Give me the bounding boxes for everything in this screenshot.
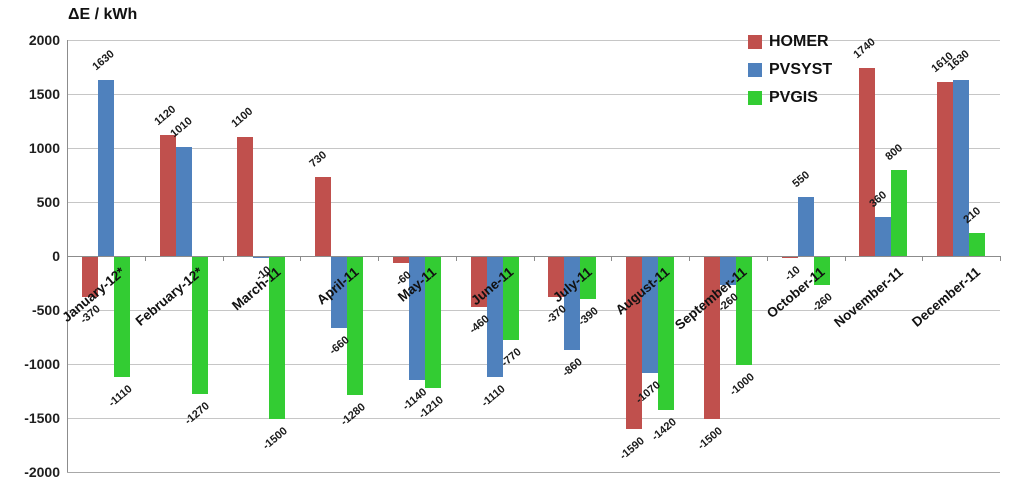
x-axis-tick bbox=[611, 256, 613, 261]
bar-pvgis-january-12- bbox=[113, 257, 130, 377]
data-label: -1500 bbox=[695, 425, 725, 453]
gridline bbox=[67, 472, 1000, 473]
x-axis-tick bbox=[300, 256, 302, 261]
x-axis-tick bbox=[533, 256, 535, 261]
bar-pvsyst-january-12- bbox=[97, 79, 114, 256]
bar-pvsyst-august-11 bbox=[642, 257, 659, 373]
x-axis-tick bbox=[378, 256, 379, 261]
bar-pvgis-march-11 bbox=[269, 257, 286, 419]
data-label: -1110 bbox=[106, 382, 135, 410]
bar-homer-june-11 bbox=[470, 257, 487, 307]
gridline bbox=[67, 94, 1000, 95]
legend-label: PVSYST bbox=[769, 61, 833, 78]
legend-item-pvsyst: PVSYST bbox=[748, 60, 832, 80]
bar-pvsyst-june-11 bbox=[486, 257, 503, 377]
bar-pvgis-april-11 bbox=[347, 257, 364, 396]
y-tick-label: 1500 bbox=[28, 86, 60, 102]
legend-swatch-pvsyst bbox=[748, 63, 762, 77]
data-label: 730 bbox=[307, 149, 330, 171]
bar-pvsyst-february-12- bbox=[175, 146, 192, 256]
bar-homer-march-11 bbox=[237, 137, 254, 256]
x-axis-tick bbox=[1000, 256, 1001, 261]
bar-pvgis-december-11 bbox=[969, 233, 986, 256]
data-label: -1500 bbox=[260, 425, 291, 453]
bar-homer-december-11 bbox=[937, 82, 954, 256]
gridline bbox=[67, 148, 1000, 149]
gridline bbox=[67, 364, 1000, 365]
bar-homer-august-11 bbox=[626, 257, 643, 429]
bar-pvgis-may-11 bbox=[424, 257, 441, 388]
legend-label: PVGIS bbox=[769, 89, 818, 106]
legend-label: HOMER bbox=[769, 33, 829, 50]
legend-swatch-pvgis bbox=[748, 91, 762, 105]
y-tick-label: -500 bbox=[31, 302, 60, 318]
bar-pvgis-october-11 bbox=[813, 257, 830, 286]
x-axis-tick bbox=[922, 256, 924, 261]
bar-homer-july-11 bbox=[548, 257, 565, 297]
legend-item-homer: HOMER bbox=[748, 32, 832, 52]
chart-title: ΔE / kWh bbox=[68, 6, 138, 23]
bar-pvgis-august-11 bbox=[658, 257, 675, 411]
bar-homer-february-12- bbox=[159, 135, 176, 256]
y-tick-label: -1500 bbox=[24, 410, 60, 426]
gridline bbox=[67, 310, 1000, 311]
bar-pvsyst-april-11 bbox=[331, 257, 348, 329]
bar-pvsyst-september-11 bbox=[719, 257, 736, 286]
x-axis-tick bbox=[766, 256, 768, 261]
x-axis-tick bbox=[67, 256, 68, 261]
data-label: 1630 bbox=[90, 48, 117, 73]
data-label: -1270 bbox=[183, 400, 213, 428]
bar-homer-april-11 bbox=[315, 177, 332, 256]
data-label: -860 bbox=[560, 355, 586, 380]
gridline bbox=[67, 202, 1000, 203]
data-label: -1000 bbox=[727, 371, 757, 399]
x-axis-tick bbox=[144, 256, 146, 261]
legend-swatch-homer bbox=[748, 35, 762, 49]
data-label: 1010 bbox=[167, 114, 195, 140]
bar-pvsyst-october-11 bbox=[797, 196, 814, 256]
bar-pvsyst-november-11 bbox=[875, 217, 892, 256]
data-label: 800 bbox=[883, 141, 906, 163]
data-label: -1590 bbox=[617, 434, 647, 462]
data-label: 550 bbox=[789, 168, 812, 190]
bar-pvgis-november-11 bbox=[891, 169, 908, 256]
bar-homer-november-11 bbox=[859, 68, 876, 256]
data-label: -1280 bbox=[338, 401, 368, 429]
bar-pvsyst-december-11 bbox=[953, 79, 970, 256]
bar-homer-january-12- bbox=[81, 257, 98, 297]
legend: HOMER PVSYST PVGIS bbox=[748, 32, 832, 116]
data-label: -1420 bbox=[649, 416, 679, 444]
x-axis-tick bbox=[844, 256, 846, 261]
bar-pvgis-june-11 bbox=[502, 257, 519, 341]
x-axis-tick bbox=[222, 256, 224, 261]
gridline bbox=[67, 418, 1000, 419]
bar-pvgis-february-12- bbox=[191, 257, 208, 395]
x-axis-tick bbox=[689, 256, 690, 261]
gridline bbox=[67, 40, 1000, 41]
bar-pvsyst-july-11 bbox=[564, 257, 581, 350]
x-axis-tick bbox=[455, 256, 457, 261]
y-tick-label: -1000 bbox=[24, 356, 60, 372]
category-label: December-11 bbox=[909, 264, 984, 330]
bar-pvsyst-march-11 bbox=[253, 257, 270, 259]
bar-homer-october-11 bbox=[781, 257, 798, 259]
data-label: -1110 bbox=[479, 382, 508, 410]
y-tick-label: -2000 bbox=[24, 464, 60, 480]
legend-item-pvgis: PVGIS bbox=[748, 88, 832, 108]
y-tick-label: 2000 bbox=[28, 32, 60, 48]
category-label: November-11 bbox=[830, 264, 906, 331]
y-tick-label: 500 bbox=[36, 194, 60, 210]
data-label: 1100 bbox=[229, 105, 256, 131]
bar-pvsyst-may-11 bbox=[408, 257, 425, 381]
bar-pvgis-september-11 bbox=[735, 257, 752, 365]
bar-homer-september-11 bbox=[703, 257, 720, 419]
y-tick-label: 0 bbox=[52, 248, 60, 264]
y-tick-label: 1000 bbox=[28, 140, 60, 156]
bar-pvgis-july-11 bbox=[580, 257, 597, 300]
bar-homer-may-11 bbox=[392, 257, 409, 264]
